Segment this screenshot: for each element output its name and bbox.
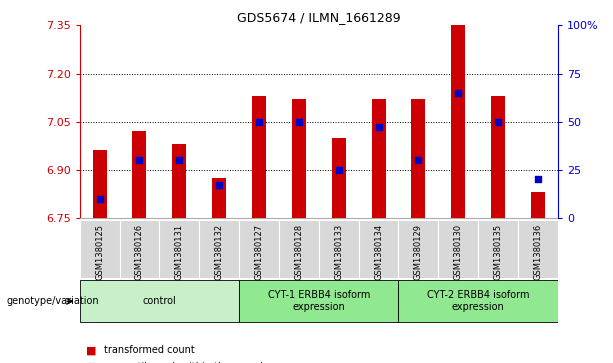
Point xyxy=(134,157,145,163)
Point xyxy=(94,196,104,201)
Bar xyxy=(411,99,425,218)
Bar xyxy=(239,280,398,322)
Bar xyxy=(80,280,239,322)
Point xyxy=(294,119,304,125)
Text: CYT-2 ERBB4 isoform
expression: CYT-2 ERBB4 isoform expression xyxy=(427,290,530,312)
Title: GDS5674 / ILMN_1661289: GDS5674 / ILMN_1661289 xyxy=(237,11,400,24)
Point xyxy=(373,125,384,130)
Point xyxy=(533,176,543,182)
Bar xyxy=(292,99,306,218)
Bar xyxy=(93,151,107,218)
Bar xyxy=(491,96,505,218)
Text: CYT-1 ERBB4 isoform
expression: CYT-1 ERBB4 isoform expression xyxy=(267,290,370,312)
Bar xyxy=(398,280,558,322)
Text: GSM1380136: GSM1380136 xyxy=(533,224,543,281)
Bar xyxy=(451,25,465,218)
Point xyxy=(333,167,343,173)
Text: GSM1380130: GSM1380130 xyxy=(454,224,463,280)
Bar xyxy=(531,192,545,218)
Point xyxy=(175,157,185,163)
Text: GSM1380125: GSM1380125 xyxy=(95,224,104,280)
Bar xyxy=(252,96,266,218)
Point xyxy=(215,182,224,188)
Text: GSM1380132: GSM1380132 xyxy=(215,224,224,280)
Text: GSM1380131: GSM1380131 xyxy=(175,224,184,280)
Text: transformed count: transformed count xyxy=(104,345,195,355)
Point xyxy=(254,119,264,125)
Text: ■: ■ xyxy=(86,345,96,355)
Text: GSM1380133: GSM1380133 xyxy=(334,224,343,281)
Text: GSM1380127: GSM1380127 xyxy=(254,224,264,280)
Point xyxy=(493,119,503,125)
Text: GSM1380128: GSM1380128 xyxy=(294,224,303,280)
Text: genotype/variation: genotype/variation xyxy=(6,296,99,306)
Bar xyxy=(132,131,147,218)
Text: GSM1380129: GSM1380129 xyxy=(414,224,423,280)
Point xyxy=(413,157,423,163)
Bar xyxy=(332,138,346,218)
Text: GSM1380126: GSM1380126 xyxy=(135,224,144,280)
Text: percentile rank within the sample: percentile rank within the sample xyxy=(104,362,269,363)
Text: ■: ■ xyxy=(86,362,96,363)
Bar xyxy=(371,99,386,218)
Bar xyxy=(212,178,226,218)
Text: GSM1380134: GSM1380134 xyxy=(374,224,383,280)
Point xyxy=(454,90,463,96)
Text: GSM1380135: GSM1380135 xyxy=(493,224,503,280)
Text: control: control xyxy=(142,296,177,306)
Bar xyxy=(172,144,186,218)
